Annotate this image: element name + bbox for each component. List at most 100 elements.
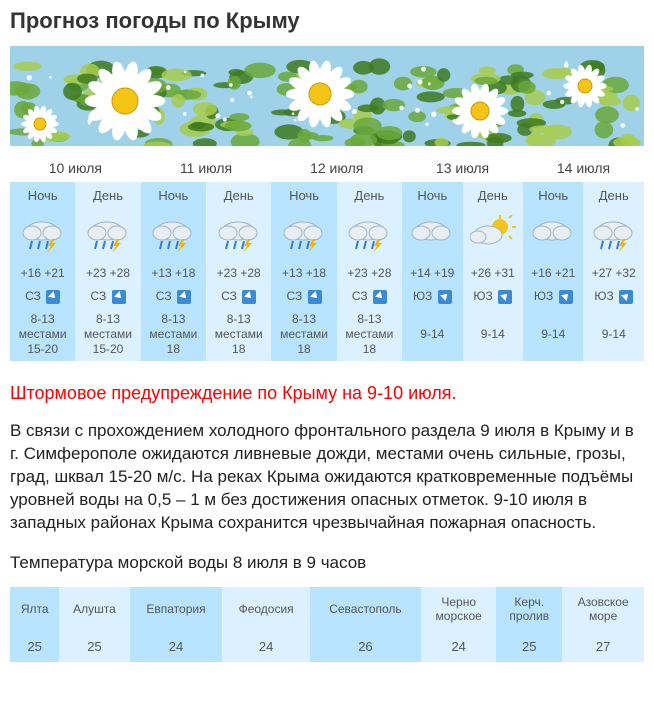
sea-temp-value: 24: [421, 631, 496, 662]
banner-image: [10, 46, 644, 146]
sea-city-header: Ялта: [10, 587, 59, 632]
forecast-wind-dir: СЗ: [337, 285, 402, 308]
wind-arrow-icon: [177, 290, 191, 304]
wind-arrow-icon: [242, 290, 256, 304]
forecast-wind-dir: ЮЗ: [402, 285, 462, 308]
day-header: День: [75, 182, 140, 209]
forecast-wind-dir: СЗ: [141, 285, 206, 308]
forecast-wind-speed: 8-13 местами 18: [141, 308, 206, 361]
sea-temp-value: 26: [310, 631, 421, 662]
weather-icon: [530, 215, 576, 253]
sea-city-header: Алушта: [59, 587, 129, 632]
forecast-wind-speed: 8-13 местами 18: [337, 308, 402, 361]
wind-dir-label: ЮЗ: [473, 289, 492, 303]
forecast-date: 11 июля: [141, 152, 272, 182]
sea-temp-value: 25: [10, 631, 59, 662]
sea-city-header: Азовское море: [562, 587, 644, 632]
night-header: Ночь: [402, 182, 462, 209]
sea-city-header: Черно морское: [421, 587, 496, 632]
forecast-wind-speed: 8-13 местами 15-20: [75, 308, 140, 361]
forecast-temp: +13 +18: [141, 262, 206, 285]
wind-dir-label: СЗ: [156, 289, 172, 303]
forecast-temp: +16 +21: [523, 262, 583, 285]
forecast-icon-cell: [206, 209, 271, 262]
night-header: Ночь: [523, 182, 583, 209]
sea-temp-value: 24: [130, 631, 223, 662]
night-header: Ночь: [141, 182, 206, 209]
forecast-date: 10 июля: [10, 152, 141, 182]
forecast-icon-cell: [337, 209, 402, 262]
wind-dir-label: СЗ: [221, 289, 237, 303]
forecast-icon-cell: [141, 209, 206, 262]
wind-dir-label: ЮЗ: [594, 289, 613, 303]
forecast-wind-dir: СЗ: [75, 285, 140, 308]
night-header: Ночь: [10, 182, 75, 209]
forecast-wind-speed: 9-14: [523, 308, 583, 361]
weather-icon: [346, 215, 392, 253]
wind-dir-label: СЗ: [352, 289, 368, 303]
forecast-temp: +23 +28: [206, 262, 271, 285]
forecast-table: 10 июля11 июля12 июля13 июля14 июляНочьД…: [10, 152, 644, 361]
sea-temp-table: ЯлтаАлуштаЕвпаторияФеодосияСевастопольЧе…: [10, 587, 644, 663]
warning-body-text: В связи с прохождением холодного фронтал…: [10, 420, 644, 535]
wind-arrow-icon: [46, 290, 60, 304]
sea-temp-value: 27: [562, 631, 644, 662]
wind-arrow-icon: [373, 290, 387, 304]
forecast-temp: +23 +28: [337, 262, 402, 285]
forecast-wind-dir: ЮЗ: [463, 285, 523, 308]
night-header: Ночь: [271, 182, 336, 209]
day-header: День: [463, 182, 523, 209]
forecast-wind-speed: 9-14: [583, 308, 644, 361]
forecast-temp: +26 +31: [463, 262, 523, 285]
forecast-wind-dir: ЮЗ: [523, 285, 583, 308]
forecast-icon-cell: [271, 209, 336, 262]
forecast-wind-dir: СЗ: [10, 285, 75, 308]
wind-arrow-icon: [498, 290, 512, 304]
storm-warning: Штормовое предупреждение по Крыму на 9-1…: [10, 383, 644, 404]
forecast-icon-cell: [75, 209, 140, 262]
forecast-icon-cell: [402, 209, 462, 262]
weather-icon: [150, 215, 196, 253]
weather-icon: [591, 215, 637, 253]
forecast-temp: +23 +28: [75, 262, 140, 285]
forecast-wind-speed: 9-14: [463, 308, 523, 361]
forecast-icon-cell: [463, 209, 523, 262]
forecast-wind-dir: СЗ: [206, 285, 271, 308]
wind-dir-label: СЗ: [286, 289, 302, 303]
forecast-wind-speed: 9-14: [402, 308, 462, 361]
wind-dir-label: ЮЗ: [534, 289, 553, 303]
wind-dir-label: СЗ: [25, 289, 41, 303]
wind-arrow-icon: [438, 290, 452, 304]
wind-dir-label: СЗ: [90, 289, 106, 303]
forecast-wind-dir: ЮЗ: [583, 285, 644, 308]
sea-city-header: Евпатория: [130, 587, 223, 632]
day-header: День: [583, 182, 644, 209]
weather-icon: [281, 215, 327, 253]
forecast-wind-speed: 8-13 местами 15-20: [10, 308, 75, 361]
weather-icon: [216, 215, 262, 253]
sea-city-header: Феодосия: [222, 587, 309, 632]
forecast-temp: +16 +21: [10, 262, 75, 285]
forecast-temp: +14 +19: [402, 262, 462, 285]
forecast-wind-speed: 8-13 местами 18: [271, 308, 336, 361]
sea-city-header: Керч. пролив: [496, 587, 562, 632]
weather-icon: [85, 215, 131, 253]
wind-arrow-icon: [112, 290, 126, 304]
weather-icon: [20, 215, 66, 253]
sea-temp-value: 25: [59, 631, 129, 662]
wind-arrow-icon: [619, 290, 633, 304]
day-header: День: [206, 182, 271, 209]
forecast-icon-cell: [523, 209, 583, 262]
wind-dir-label: ЮЗ: [413, 289, 432, 303]
page-title: Прогноз погоды по Крыму: [10, 8, 644, 34]
day-header: День: [337, 182, 402, 209]
forecast-date: 13 июля: [402, 152, 523, 182]
forecast-wind-dir: СЗ: [271, 285, 336, 308]
forecast-icon-cell: [583, 209, 644, 262]
forecast-temp: +13 +18: [271, 262, 336, 285]
forecast-temp: +27 +32: [583, 262, 644, 285]
forecast-icon-cell: [10, 209, 75, 262]
forecast-date: 14 июля: [523, 152, 644, 182]
sea-city-header: Севастополь: [310, 587, 421, 632]
sea-temp-value: 25: [496, 631, 562, 662]
